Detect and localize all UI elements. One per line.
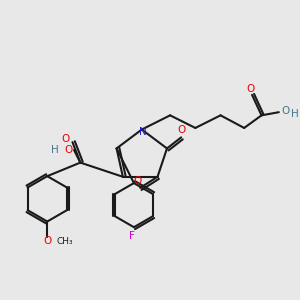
Text: N: N (140, 127, 147, 137)
Text: O: O (177, 125, 185, 136)
Text: H: H (291, 109, 299, 119)
Text: O: O (43, 236, 51, 246)
Text: CH₃: CH₃ (56, 237, 73, 246)
Text: O: O (64, 145, 73, 155)
Text: F: F (129, 231, 135, 241)
Text: O: O (61, 134, 70, 144)
Text: O: O (246, 84, 255, 94)
Text: H: H (50, 145, 58, 155)
Text: O: O (134, 176, 142, 186)
Text: O: O (282, 106, 290, 116)
